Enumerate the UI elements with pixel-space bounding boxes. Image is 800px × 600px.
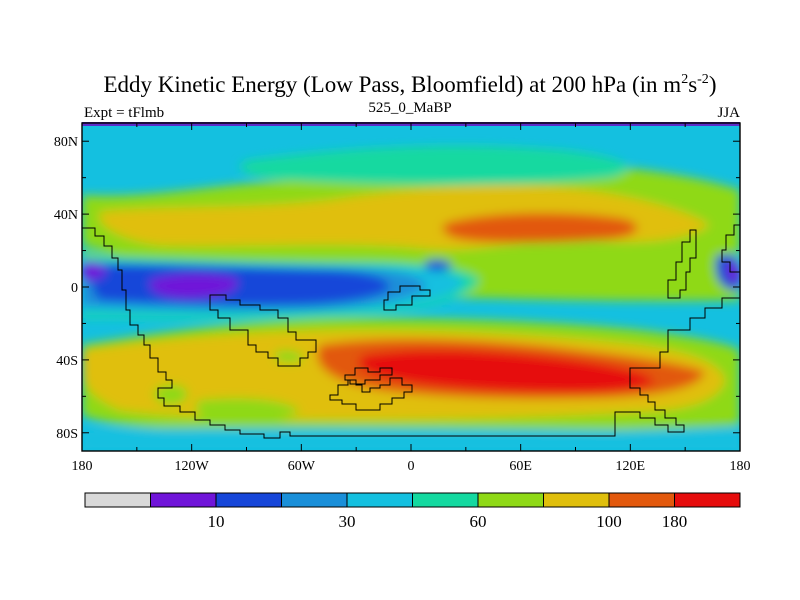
contour-purple-west [82, 261, 107, 281]
x-tick-label: 60W [288, 459, 316, 474]
season-label: JJA [717, 105, 740, 121]
colorbar-swatch [215, 492, 282, 508]
colorbar-swatch [674, 492, 741, 508]
coastline-islands-2 [344, 367, 393, 385]
x-tick-label: 120E [616, 459, 646, 474]
x-tick-label: 60E [509, 459, 532, 474]
y-tick-label: 80S [56, 427, 78, 442]
coastline-east-edge [721, 224, 740, 273]
x-tick-label: 0 [408, 459, 415, 474]
y-tick-label: 80N [54, 135, 78, 150]
coastline-africa [383, 285, 431, 311]
colorbar-swatch [281, 492, 348, 508]
contour-small-blue [425, 259, 452, 271]
y-tick-label: 40S [56, 354, 78, 369]
contour-nh-core [442, 213, 638, 243]
colorbar-swatch [543, 492, 610, 508]
x-tick-label: 180 [72, 459, 93, 474]
y-tick-label: 0 [71, 281, 78, 296]
contour-purple-east [727, 262, 740, 284]
colorbar-label: 30 [339, 512, 356, 531]
colorbar-swatch [608, 492, 675, 508]
colorbar-swatch [150, 492, 217, 508]
contour-tropical-purple [149, 273, 239, 299]
coastline-central-america [209, 294, 317, 367]
colorbar-label: 10 [208, 512, 225, 531]
coastlines [82, 224, 740, 439]
colorbar-swatch [84, 492, 151, 508]
y-axis: 80N 40N 0 40S 80S [54, 135, 740, 442]
colorbar-label: 100 [596, 512, 622, 531]
colorbar-swatch [346, 492, 413, 508]
experiment-label: Expt = tFlmb [84, 105, 164, 121]
colorbar-label: 180 [662, 512, 688, 531]
contour-fields [82, 145, 740, 451]
chart-title: Eddy Kinetic Energy (Low Pass, Bloomfiel… [104, 72, 717, 97]
coastline-east-asia [667, 229, 697, 299]
contour-sh-green-small [275, 350, 304, 363]
colorbar-label: 60 [470, 512, 487, 531]
subtitle-label: 525_0_MaBP [368, 100, 451, 116]
coastline-islands [329, 377, 413, 411]
contour-sh-red [358, 349, 655, 393]
contour-south-green [195, 398, 300, 422]
x-tick-label: 120W [175, 459, 210, 474]
contour-sh-green-blob [153, 384, 188, 405]
contour-map [82, 123, 740, 451]
contour-nh-green-top [240, 145, 629, 185]
x-tick-label: 180 [730, 459, 751, 474]
colorbar-swatch [412, 492, 479, 508]
coastline-west-america [82, 227, 740, 439]
colorbar: 10 30 60 100 180 [84, 492, 741, 531]
colorbar-swatch [477, 492, 544, 508]
x-axis: 180 120W 60W 0 60E 120E 180 [72, 123, 751, 474]
y-tick-label: 40N [54, 208, 78, 223]
